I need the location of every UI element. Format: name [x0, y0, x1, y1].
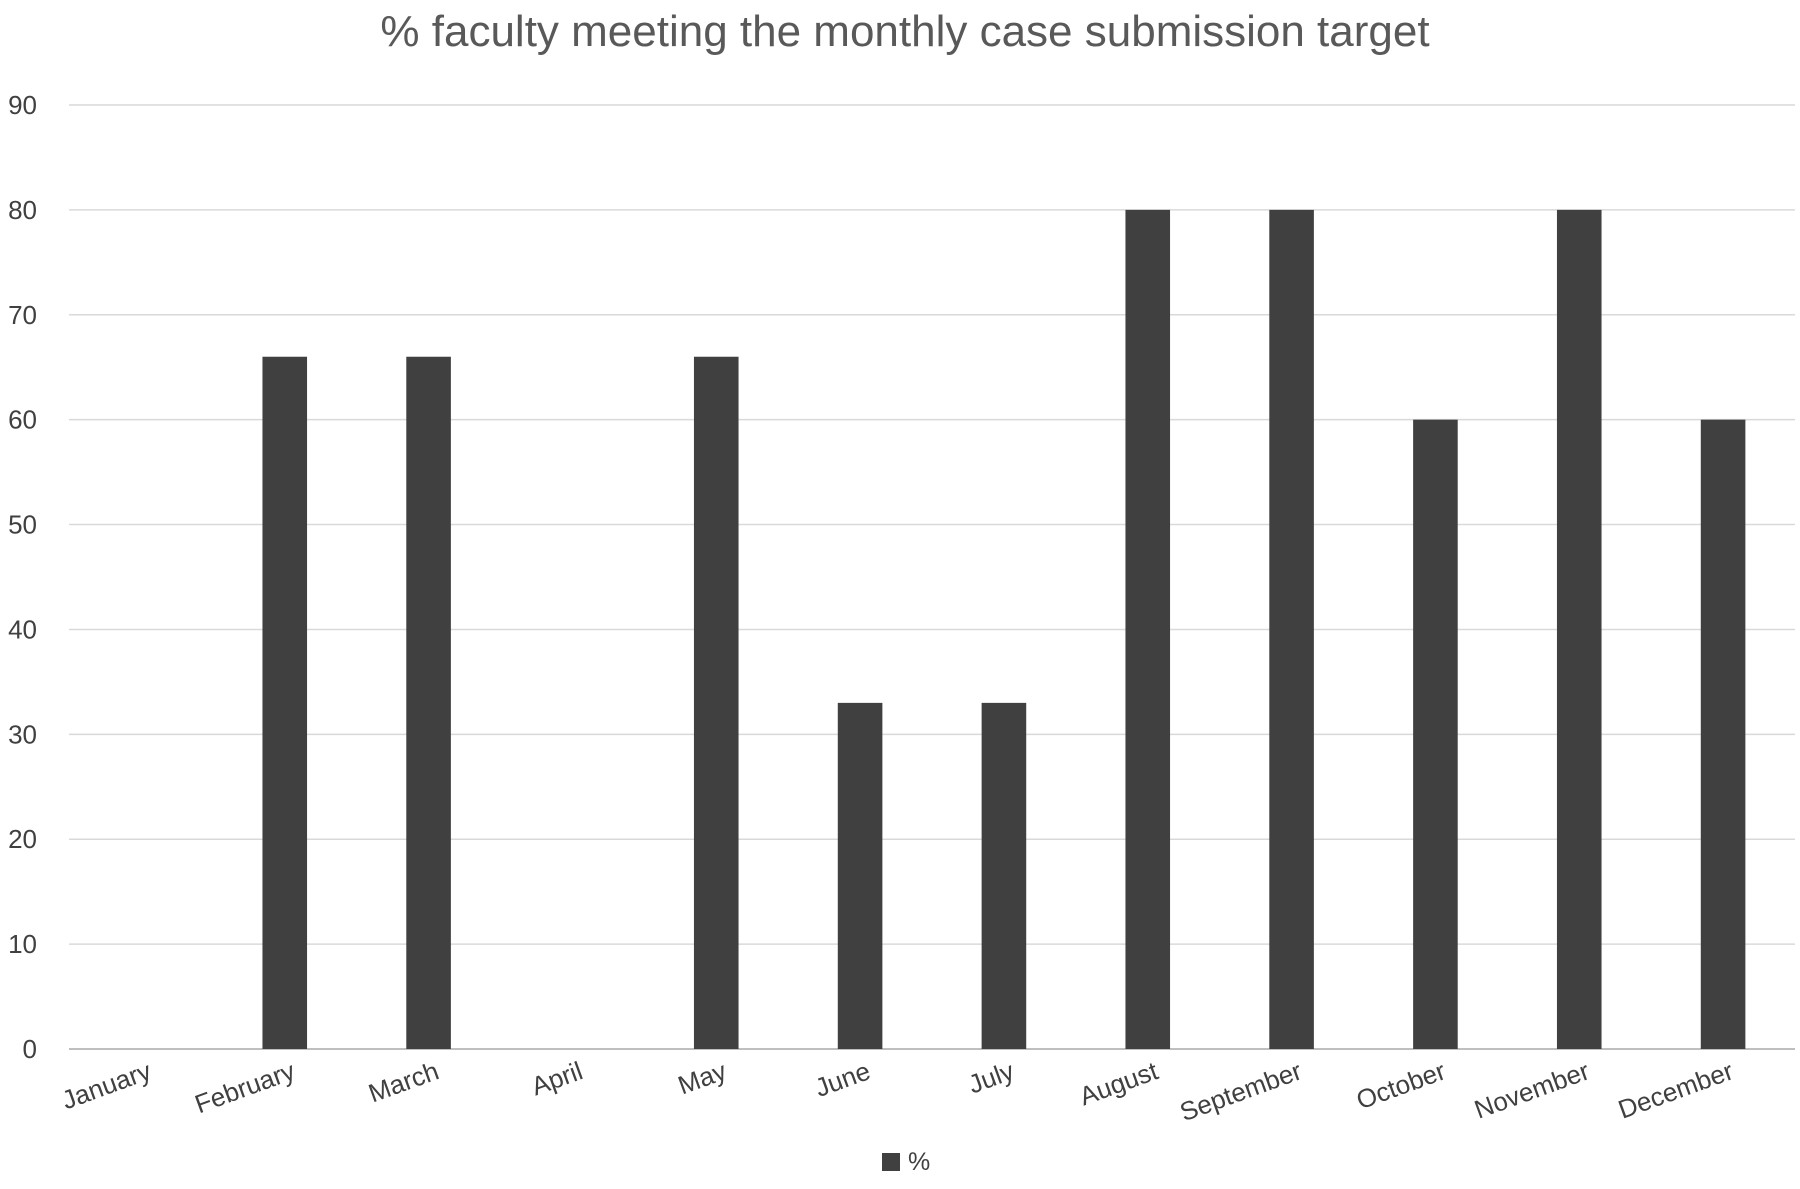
y-tick-label: 70	[8, 300, 37, 330]
y-tick-label: 30	[8, 719, 37, 749]
bars	[262, 209, 1746, 1050]
bar-december	[1700, 419, 1746, 1050]
y-tick-label: 60	[8, 405, 37, 435]
bar-october	[1413, 419, 1458, 1050]
legend-label: %	[908, 1148, 930, 1176]
bar-september	[1269, 209, 1314, 1049]
y-axis-tick-labels: 0 10 20 30 40 50 60 70 80 90	[8, 90, 37, 1064]
y-tick-label: 50	[8, 510, 37, 540]
bar-march	[406, 356, 451, 1049]
y-tick-label: 90	[8, 90, 37, 120]
y-tick-label: 0	[23, 1034, 37, 1064]
bar-november	[1556, 209, 1602, 1049]
y-tick-label: 10	[8, 929, 37, 959]
gridlines	[69, 104, 1795, 1050]
bar-february	[262, 356, 308, 1049]
legend: %	[882, 1148, 930, 1176]
y-tick-label: 40	[8, 614, 37, 644]
bar-august	[1125, 209, 1171, 1049]
legend-swatch	[882, 1153, 900, 1171]
chart-title: % faculty meeting the monthly case submi…	[380, 7, 1429, 56]
y-tick-label: 80	[8, 195, 37, 225]
bar-july	[981, 702, 1027, 1049]
bar-june	[837, 702, 883, 1049]
bar-may	[693, 356, 739, 1049]
y-tick-label: 20	[8, 824, 37, 854]
